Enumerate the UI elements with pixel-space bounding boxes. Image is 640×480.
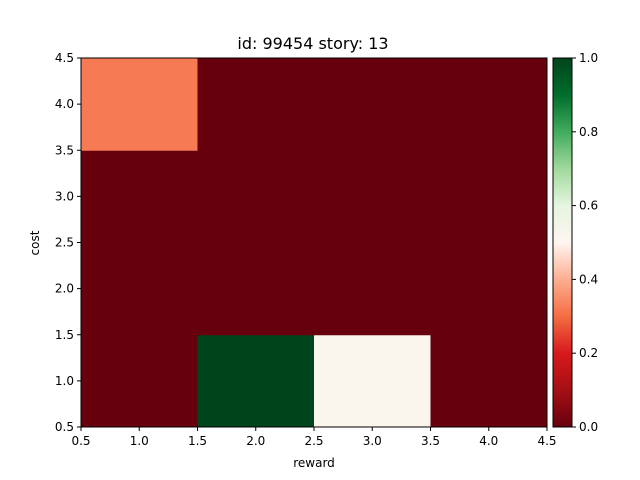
heatmap-cell [314, 334, 431, 428]
heatmap-cells [81, 58, 548, 428]
x-tick-label: 1.5 [188, 434, 207, 448]
y-tick-label: 1.5 [55, 328, 74, 342]
heatmap-cell [430, 242, 548, 336]
heatmap-cell [81, 58, 198, 151]
x-tick-label: 4.0 [479, 434, 498, 448]
y-tick-label: 3.0 [55, 189, 74, 203]
y-axis-label: cost [28, 230, 42, 255]
heatmap-cell [197, 242, 315, 336]
colorbar-tick-label: 1.0 [579, 51, 598, 65]
x-tick-label: 0.5 [71, 434, 90, 448]
x-axis-label: reward [293, 456, 335, 470]
y-tick-label: 4.5 [55, 51, 74, 65]
y-tick-label: 2.5 [55, 236, 74, 250]
x-tick-label: 4.5 [537, 434, 556, 448]
heatmap-cell [197, 334, 315, 428]
x-tick-label: 3.5 [421, 434, 440, 448]
heatmap-cell [81, 242, 198, 336]
colorbar-tick-label: 0.6 [579, 199, 598, 213]
chart-title: id: 99454 story: 13 [237, 34, 388, 53]
y-axis: 0.5 1.0 1.5 2.0 2.5 3.0 3.5 4.0 4.5 [55, 51, 81, 434]
colorbar-tick-label: 0.2 [579, 346, 598, 360]
y-tick-label: 3.5 [55, 143, 74, 157]
heatmap-cell [81, 150, 198, 243]
colorbar [552, 57, 573, 428]
y-tick-label: 0.5 [55, 420, 74, 434]
heatmap-cell [197, 58, 315, 151]
heatmap-cell [314, 150, 431, 243]
heatmap-cell [430, 334, 548, 428]
y-tick-label: 2.0 [55, 282, 74, 296]
colorbar-tick-label: 0.4 [579, 272, 598, 286]
heatmap-cell [197, 150, 315, 243]
colorbar-tick-label: 0.8 [579, 125, 598, 139]
heatmap-cell [430, 150, 548, 243]
colorbar-axis: 0.0 0.2 0.4 0.6 0.8 1.0 [572, 51, 598, 434]
x-axis: 0.5 1.0 1.5 2.0 2.5 3.0 3.5 4.0 4.5 [71, 427, 557, 448]
x-tick-label: 1.0 [130, 434, 149, 448]
x-tick-label: 2.0 [246, 434, 265, 448]
heatmap-cell [314, 58, 431, 151]
heatmap-cell [430, 58, 548, 151]
y-tick-label: 1.0 [55, 374, 74, 388]
x-tick-label: 3.0 [363, 434, 382, 448]
heatmap-cell [314, 242, 431, 336]
heatmap-cell [81, 334, 198, 428]
colorbar-tick-label: 0.0 [579, 420, 598, 434]
x-tick-label: 2.5 [304, 434, 323, 448]
y-tick-label: 4.0 [55, 97, 74, 111]
